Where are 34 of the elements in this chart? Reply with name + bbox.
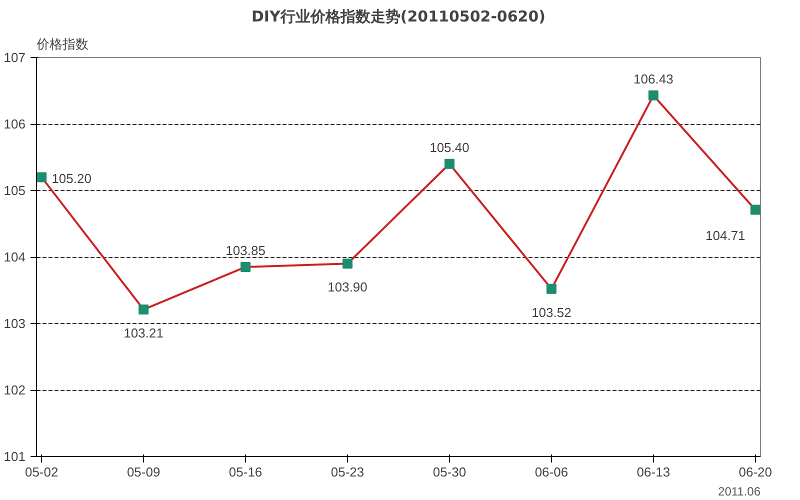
- x-tick-label: 05-30: [432, 464, 466, 480]
- y-tick-label: 101: [4, 449, 26, 464]
- x-tick-label: 06-20: [738, 464, 772, 480]
- point: [546, 284, 556, 294]
- data-label: 103.52: [532, 304, 572, 320]
- point: [240, 262, 251, 272]
- data-label: 105.20: [52, 171, 92, 186]
- point: [648, 90, 658, 100]
- text: 2011.06: [718, 484, 761, 498]
- y-tick-label: 107: [4, 50, 26, 65]
- point: [36, 172, 47, 182]
- point: [444, 158, 454, 169]
- y-tick-label: 105: [4, 183, 26, 198]
- point: [750, 204, 760, 215]
- data-label: 105.40: [430, 140, 470, 155]
- x-tick-label: 06-06: [534, 464, 568, 480]
- y-tick-label: 104: [4, 250, 26, 264]
- y-tick-label: 103: [4, 316, 26, 331]
- y-axis-title: 价格指数: [36, 38, 88, 52]
- chart-title: DIY行业价格指数走势(20110502-0620): [251, 8, 546, 26]
- data-label: 103.21: [124, 326, 164, 341]
- x-tick-label: 05-09: [126, 464, 160, 480]
- data-label: 104.71: [706, 228, 746, 243]
- data-label: 103.90: [328, 280, 368, 295]
- x-tick-label: 05-23: [330, 464, 364, 480]
- data-label: 103.85: [226, 242, 266, 258]
- x-tick-label: 05-16: [228, 464, 262, 480]
- y-tick-label: 102: [4, 382, 26, 398]
- data-label: 106.43: [634, 71, 674, 86]
- x-tick-label: 06-13: [636, 464, 670, 480]
- y-tick-label: 106: [4, 116, 26, 132]
- point: [342, 258, 353, 269]
- point: [138, 304, 149, 315]
- x-tick-label: 05-02: [24, 464, 58, 480]
